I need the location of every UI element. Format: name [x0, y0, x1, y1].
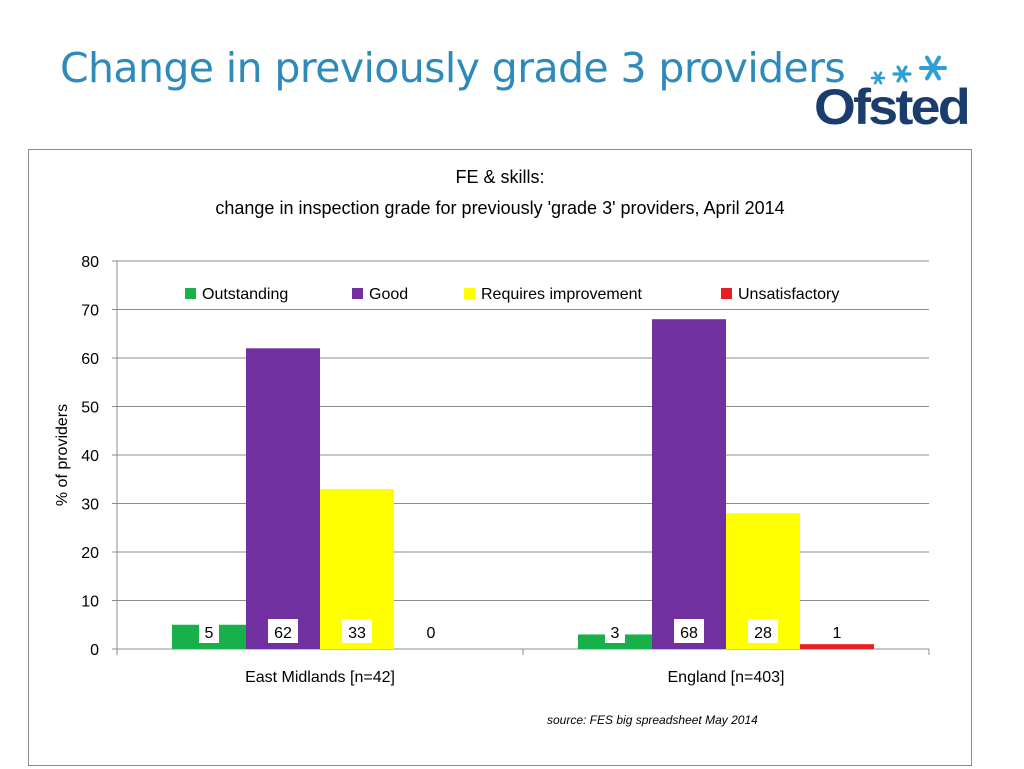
- y-tick-label: 70: [81, 303, 99, 320]
- y-axis-label: % of providers: [54, 404, 71, 506]
- legend-label: Unsatisfactory: [738, 286, 839, 303]
- y-tick-label: 30: [81, 497, 99, 514]
- data-label: 28: [754, 625, 772, 642]
- x-category-label: England [n=403]: [668, 669, 785, 686]
- bar-good: [246, 348, 320, 649]
- logo-wordmark: Ofsted: [814, 79, 968, 130]
- bar-chart: FE & skills: change in inspection grade f…: [54, 167, 930, 727]
- data-label-box: [605, 619, 625, 643]
- data-label: 3: [611, 625, 620, 642]
- legend-swatch: [185, 288, 196, 299]
- legend-label: Outstanding: [202, 286, 288, 303]
- data-label-box: [268, 619, 298, 643]
- bar-good: [652, 319, 726, 649]
- data-label-box: [748, 619, 778, 643]
- data-label-box: [342, 619, 372, 643]
- legend-background: [167, 279, 903, 309]
- data-label: 33: [348, 625, 366, 642]
- data-label: 1: [833, 625, 842, 642]
- chart-title: FE & skills:: [455, 167, 544, 187]
- legend-swatch: [352, 288, 363, 299]
- source-note: source: FES big spreadsheet May 2014: [547, 713, 758, 727]
- y-tick-label: 0: [90, 642, 99, 659]
- data-label: 62: [274, 625, 292, 642]
- bar-unsatisfactory: [800, 644, 874, 649]
- data-label-box: [421, 619, 441, 643]
- data-label-box: [199, 619, 219, 643]
- y-tick-label: 80: [81, 254, 99, 271]
- logo-stars-icon: [870, 55, 947, 85]
- data-label: 0: [427, 625, 436, 642]
- y-tick-label: 50: [81, 400, 99, 417]
- legend-swatch: [464, 288, 475, 299]
- legend-label: Requires improvement: [481, 286, 643, 303]
- ofsted-logo: Ofsted: [814, 55, 971, 130]
- chart-subtitle: change in inspection grade for previousl…: [215, 198, 784, 218]
- x-category-label: East Midlands [n=42]: [245, 669, 395, 686]
- slide-title: Change in previously grade 3 providers: [60, 44, 846, 92]
- y-tick-label: 60: [81, 351, 99, 368]
- data-label: 68: [680, 625, 698, 642]
- y-tick-label: 40: [81, 448, 99, 465]
- data-label: 5: [205, 625, 214, 642]
- legend-label: Good: [369, 286, 408, 303]
- y-tick-label: 20: [81, 545, 99, 562]
- legend-swatch: [721, 288, 732, 299]
- data-label-box: [674, 619, 704, 643]
- y-tick-label: 10: [81, 594, 99, 611]
- data-label-box: [827, 619, 847, 643]
- chart-frame: FE & skills: change in inspection grade f…: [28, 149, 972, 766]
